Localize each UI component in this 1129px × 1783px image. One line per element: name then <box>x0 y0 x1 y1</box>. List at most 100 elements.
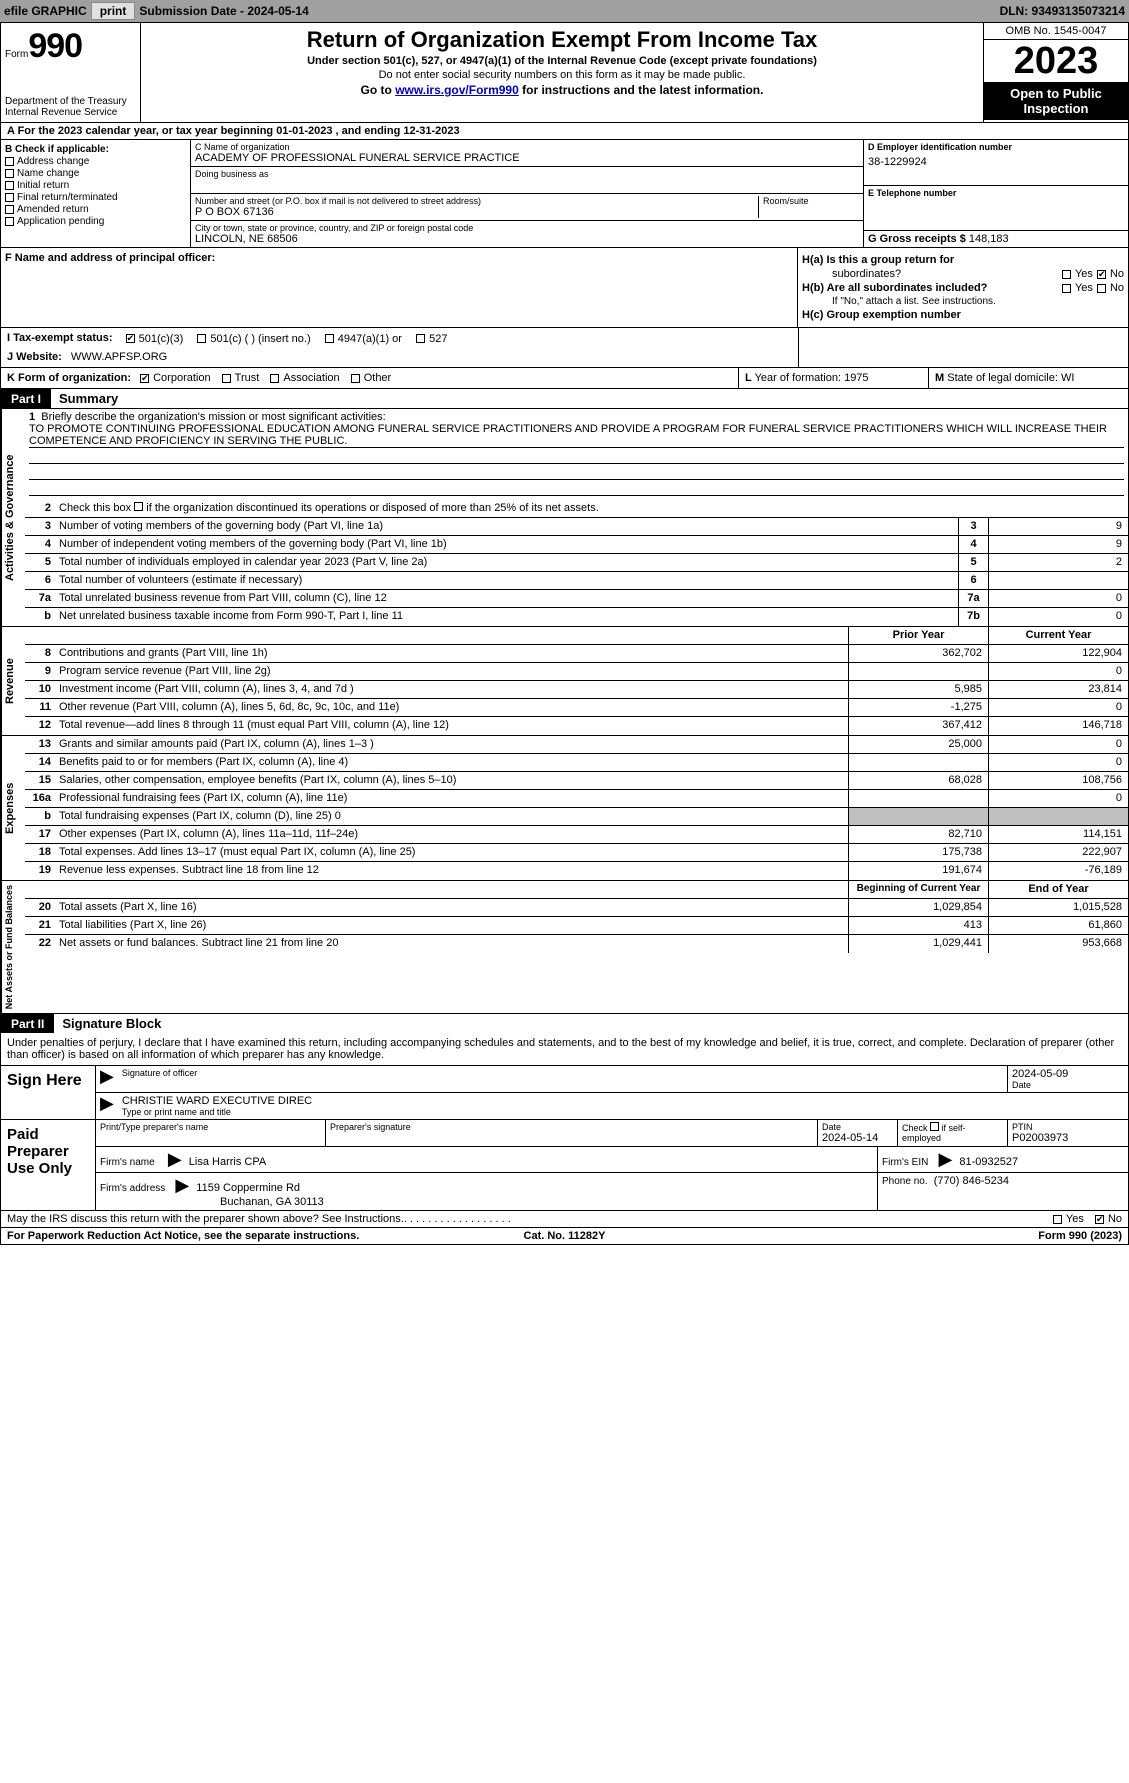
col-c-org-info: C Name of organization ACADEMY OF PROFES… <box>191 140 863 247</box>
top-toolbar: efile GRAPHIC print Submission Date - 20… <box>0 0 1129 22</box>
arrow-icon: ▶ <box>171 1175 193 1195</box>
irs-link[interactable]: www.irs.gov/Form990 <box>395 83 519 97</box>
arrow-icon: ▶ <box>96 1093 118 1119</box>
goto-line: Go to www.irs.gov/Form990 for instructio… <box>147 83 977 97</box>
street-row: Number and street (or P.O. box if mail i… <box>191 194 863 221</box>
chk-4947[interactable] <box>325 334 334 343</box>
line-11: 11Other revenue (Part VIII, column (A), … <box>25 699 1128 717</box>
chk-self-employed[interactable] <box>930 1122 939 1131</box>
line-7a: 7aTotal unrelated business revenue from … <box>25 590 1128 608</box>
website-value: WWW.APFSP.ORG <box>71 351 167 363</box>
firm-ein: 81-0932527 <box>959 1156 1018 1168</box>
sign-here-block: Sign Here ▶ Signature of officer 2024-05… <box>1 1066 1128 1120</box>
arrow-icon: ▶ <box>164 1149 186 1169</box>
checkbox-icon <box>5 193 14 202</box>
vtab-net: Net Assets or Fund Balances <box>1 881 25 1013</box>
line-17: 17Other expenses (Part IX, column (A), l… <box>25 826 1128 844</box>
sign-date: 2024-05-09 <box>1012 1068 1124 1080</box>
paid-preparer-block: Paid Preparer Use Only Print/Type prepar… <box>1 1120 1128 1211</box>
form-header: Form990 Department of the Treasury Inter… <box>1 23 1128 123</box>
hb-yes-checkbox[interactable] <box>1062 284 1071 293</box>
line-4: 4Number of independent voting members of… <box>25 536 1128 554</box>
form-note: Do not enter social security numbers on … <box>147 69 977 81</box>
discuss-no-checkbox[interactable] <box>1095 1215 1104 1224</box>
tax-year: 2023 <box>984 40 1128 82</box>
form-id: Form 990 (2023) <box>750 1230 1122 1242</box>
dept-label: Department of the Treasury Internal Reve… <box>5 96 136 118</box>
row-k-form-org: K Form of organization: Corporation Trus… <box>1 368 1128 390</box>
open-to-public: Open to Public Inspection <box>984 82 1128 120</box>
group-return: H(a) Is this a group return for subordin… <box>798 248 1128 327</box>
line-14: 14Benefits paid to or for members (Part … <box>25 754 1128 772</box>
org-name-cell: C Name of organization ACADEMY OF PROFES… <box>191 140 863 167</box>
chk-initial-return[interactable]: Initial return <box>5 180 186 191</box>
firm-address-1: 1159 Coppermine Rd <box>196 1182 300 1194</box>
chk-501c[interactable] <box>197 334 206 343</box>
line-10: 10Investment income (Part VIII, column (… <box>25 681 1128 699</box>
efile-label: efile GRAPHIC <box>4 4 87 18</box>
line-21: 21Total liabilities (Part X, line 26)413… <box>25 917 1128 935</box>
dba-cell: Doing business as <box>191 167 863 194</box>
line-20: 20Total assets (Part X, line 16)1,029,85… <box>25 899 1128 917</box>
chk-app-pending[interactable]: Application pending <box>5 216 186 227</box>
submission-date: Submission Date - 2024-05-14 <box>139 4 308 18</box>
line-8: 8Contributions and grants (Part VIII, li… <box>25 645 1128 663</box>
line-12: 12Total revenue—add lines 8 through 11 (… <box>25 717 1128 735</box>
city-state-zip: LINCOLN, NE 68506 <box>195 233 859 245</box>
org-name: ACADEMY OF PROFESSIONAL FUNERAL SERVICE … <box>195 152 859 164</box>
chk-corp[interactable] <box>140 374 149 383</box>
chk-final-return[interactable]: Final return/terminated <box>5 192 186 203</box>
col-b-checkboxes: B Check if applicable: Address change Na… <box>1 140 191 247</box>
vtab-governance: Activities & Governance <box>1 409 25 626</box>
line-15: 15Salaries, other compensation, employee… <box>25 772 1128 790</box>
chk-assoc[interactable] <box>270 374 279 383</box>
chk-trust[interactable] <box>222 374 231 383</box>
checkbox-icon <box>5 157 14 166</box>
chk-other[interactable] <box>351 374 360 383</box>
vtab-revenue: Revenue <box>1 627 25 735</box>
chk-discontinued[interactable] <box>134 502 143 511</box>
firm-address-2: Buchanan, GA 30113 <box>220 1196 873 1208</box>
header-left: Form990 Department of the Treasury Inter… <box>1 23 141 122</box>
row-f-h: F Name and address of principal officer:… <box>1 248 1128 328</box>
ein-value: 38-1229924 <box>868 152 1124 172</box>
part-2-header: Part II Signature Block <box>1 1014 1128 1033</box>
form-title: Return of Organization Exempt From Incom… <box>147 27 977 53</box>
chk-527[interactable] <box>416 334 425 343</box>
officer-name: CHRISTIE WARD EXECUTIVE DIREC <box>122 1095 1124 1107</box>
section-net-assets: Net Assets or Fund Balances Beginning of… <box>1 881 1128 1014</box>
signature-intro: Under penalties of perjury, I declare th… <box>1 1033 1128 1066</box>
mission-block: 1 Briefly describe the organization's mi… <box>25 409 1128 500</box>
checkbox-icon <box>5 181 14 190</box>
paperwork-notice: For Paperwork Reduction Act Notice, see … <box>7 1230 379 1242</box>
line-19: 19Revenue less expenses. Subtract line 1… <box>25 862 1128 880</box>
row-i-tax-status: I Tax-exempt status: 501(c)(3) 501(c) ( … <box>1 328 1128 368</box>
city-cell: City or town, state or province, country… <box>191 221 863 247</box>
line-5: 5Total number of individuals employed in… <box>25 554 1128 572</box>
chk-name-change[interactable]: Name change <box>5 168 186 179</box>
line-7b: bNet unrelated business taxable income f… <box>25 608 1128 626</box>
header-mid: Return of Organization Exempt From Incom… <box>141 23 983 122</box>
omb-number: OMB No. 1545-0047 <box>984 23 1128 40</box>
checkbox-icon <box>5 169 14 178</box>
section-expenses: Expenses 13Grants and similar amounts pa… <box>1 736 1128 881</box>
ha-no-checkbox[interactable] <box>1097 270 1106 279</box>
vtab-expenses: Expenses <box>1 736 25 880</box>
revenue-header: Prior Year Current Year <box>25 627 1128 645</box>
ha-yes-checkbox[interactable] <box>1062 270 1071 279</box>
print-button[interactable]: print <box>91 2 136 20</box>
discuss-row: May the IRS discuss this return with the… <box>1 1211 1128 1228</box>
discuss-yes-checkbox[interactable] <box>1053 1215 1062 1224</box>
line-18: 18Total expenses. Add lines 13–17 (must … <box>25 844 1128 862</box>
hb-no-checkbox[interactable] <box>1097 284 1106 293</box>
line-b: bTotal fundraising expenses (Part IX, co… <box>25 808 1128 826</box>
section-bcd: B Check if applicable: Address change Na… <box>1 140 1128 248</box>
chk-amended-return[interactable]: Amended return <box>5 204 186 215</box>
chk-address-change[interactable]: Address change <box>5 156 186 167</box>
firm-phone: (770) 846-5234 <box>934 1175 1009 1187</box>
firm-name: Lisa Harris CPA <box>189 1156 266 1168</box>
line-22: 22Net assets or fund balances. Subtract … <box>25 935 1128 953</box>
chk-501c3[interactable] <box>126 334 135 343</box>
page-footer: For Paperwork Reduction Act Notice, see … <box>1 1228 1128 1244</box>
principal-officer: F Name and address of principal officer: <box>1 248 798 327</box>
